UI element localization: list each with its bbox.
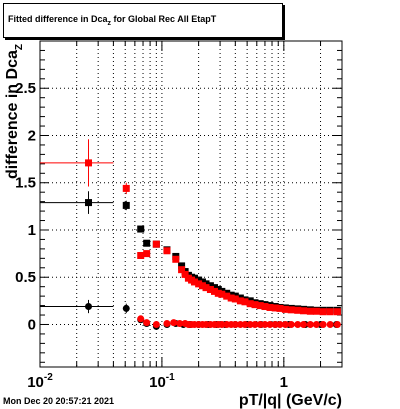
- data-point-circle: [294, 320, 302, 328]
- plot-frame: [39, 40, 343, 368]
- data-point-circle: [300, 320, 308, 328]
- data-point-circle: [276, 320, 284, 328]
- data-point-square: [85, 199, 93, 207]
- data-point-square: [143, 239, 151, 247]
- data-point-circle: [163, 320, 171, 328]
- data-point-square: [223, 292, 231, 300]
- data-point-circle: [137, 315, 145, 323]
- data-point-square: [266, 303, 274, 311]
- x-tick-label: 10-2: [27, 372, 53, 391]
- data-point-square: [195, 276, 203, 284]
- data-point-circle: [287, 320, 295, 328]
- data-point-square: [312, 307, 320, 315]
- data-point-square: [218, 290, 226, 298]
- data-point-circle: [251, 320, 259, 328]
- data-point-square: [281, 305, 289, 313]
- data-point-square: [211, 287, 219, 295]
- chart-title-prefix: Fitted difference in Dca: [8, 14, 108, 24]
- data-point-square: [190, 278, 198, 286]
- data-point-square: [214, 289, 222, 297]
- data-point-square: [122, 184, 130, 192]
- chart-title-subscript: z: [107, 19, 112, 27]
- data-point-square: [256, 302, 264, 310]
- data-point-circle: [306, 320, 314, 328]
- data-point-square: [143, 250, 151, 258]
- data-point-square: [172, 255, 180, 263]
- data-point-square: [246, 300, 254, 308]
- data-point-square: [271, 304, 279, 312]
- data-point-square: [198, 282, 206, 290]
- data-point-square: [163, 247, 171, 255]
- timestamp: Mon Dec 20 20:57:21 2021: [3, 396, 115, 406]
- axis-ticks: [39, 41, 343, 367]
- data-point-square: [202, 284, 210, 292]
- data-point-circle: [266, 320, 274, 328]
- data-point-circle: [319, 320, 327, 328]
- data-point-square: [206, 282, 214, 290]
- y-tick-label: 1.5: [15, 175, 36, 192]
- data-point-circle: [143, 319, 151, 327]
- data-point-square: [202, 280, 210, 288]
- data-point-square: [214, 286, 222, 294]
- data-point-circle: [85, 303, 93, 311]
- title-box: Fitted difference in Dcaz for Global Rec…: [3, 3, 283, 38]
- data-point-square: [306, 307, 314, 315]
- data-point-square: [300, 307, 308, 315]
- data-point-square: [276, 304, 284, 312]
- data-point-square: [206, 286, 214, 294]
- y-tick-label: 0: [28, 316, 36, 333]
- data-point-circle: [170, 319, 178, 327]
- x-axis-title: pT/|q| (GeV/c): [239, 392, 342, 409]
- data-point-square: [211, 284, 219, 292]
- data-point-square: [122, 201, 130, 209]
- data-point-square: [231, 295, 239, 303]
- data-point-circle: [218, 320, 226, 328]
- data-point-circle: [312, 320, 320, 328]
- data-point-circle: [122, 304, 130, 312]
- data-marks: [40, 139, 341, 330]
- y-tick-label: 1: [28, 222, 36, 239]
- data-point-square: [152, 240, 160, 248]
- data-point-square: [287, 306, 295, 314]
- data-point-square: [137, 251, 145, 259]
- data-point-circle: [326, 320, 334, 328]
- data-point-square: [326, 308, 334, 316]
- data-point-square: [181, 270, 189, 278]
- data-point-square: [137, 225, 145, 233]
- data-point-square: [241, 298, 249, 306]
- data-point-square: [261, 303, 269, 311]
- chart-title-suffix: for Global Rec All EtapT: [111, 14, 217, 24]
- y-tick-label: 2.5: [15, 80, 36, 97]
- y-tick-label: 2: [28, 127, 36, 144]
- data-point-square: [333, 308, 341, 316]
- data-point-square: [227, 294, 235, 302]
- data-point-square: [85, 159, 93, 167]
- series-3: [137, 315, 341, 328]
- data-point-circle: [231, 320, 239, 328]
- data-point-circle: [333, 320, 341, 328]
- data-point-circle: [152, 320, 160, 328]
- data-point-square: [178, 266, 186, 274]
- data-point-square: [294, 306, 302, 314]
- x-tick-label: 10-1: [149, 372, 175, 391]
- data-point-square: [236, 297, 244, 305]
- y-tick-label: 0.5: [15, 269, 36, 286]
- data-point-circle: [176, 320, 184, 328]
- data-point-square: [251, 301, 259, 309]
- y-axis-title: difference in DcaZ: [4, 44, 25, 179]
- data-point-square: [198, 278, 206, 286]
- chart-title: Fitted difference in Dcaz for Global Rec…: [8, 14, 216, 27]
- data-point-circle: [281, 320, 289, 328]
- data-point-square: [195, 280, 203, 288]
- series-0: [40, 191, 341, 314]
- data-point-circle: [261, 320, 269, 328]
- series-1: [40, 139, 341, 316]
- x-tick-label: 1: [280, 374, 288, 391]
- data-point-square: [319, 308, 327, 316]
- axis-labels: 00.511.522.510-2 10-1 1pT/|q| (GeV/c)diffe…: [4, 44, 342, 409]
- data-point-circle: [241, 320, 249, 328]
- data-point-square: [178, 262, 186, 270]
